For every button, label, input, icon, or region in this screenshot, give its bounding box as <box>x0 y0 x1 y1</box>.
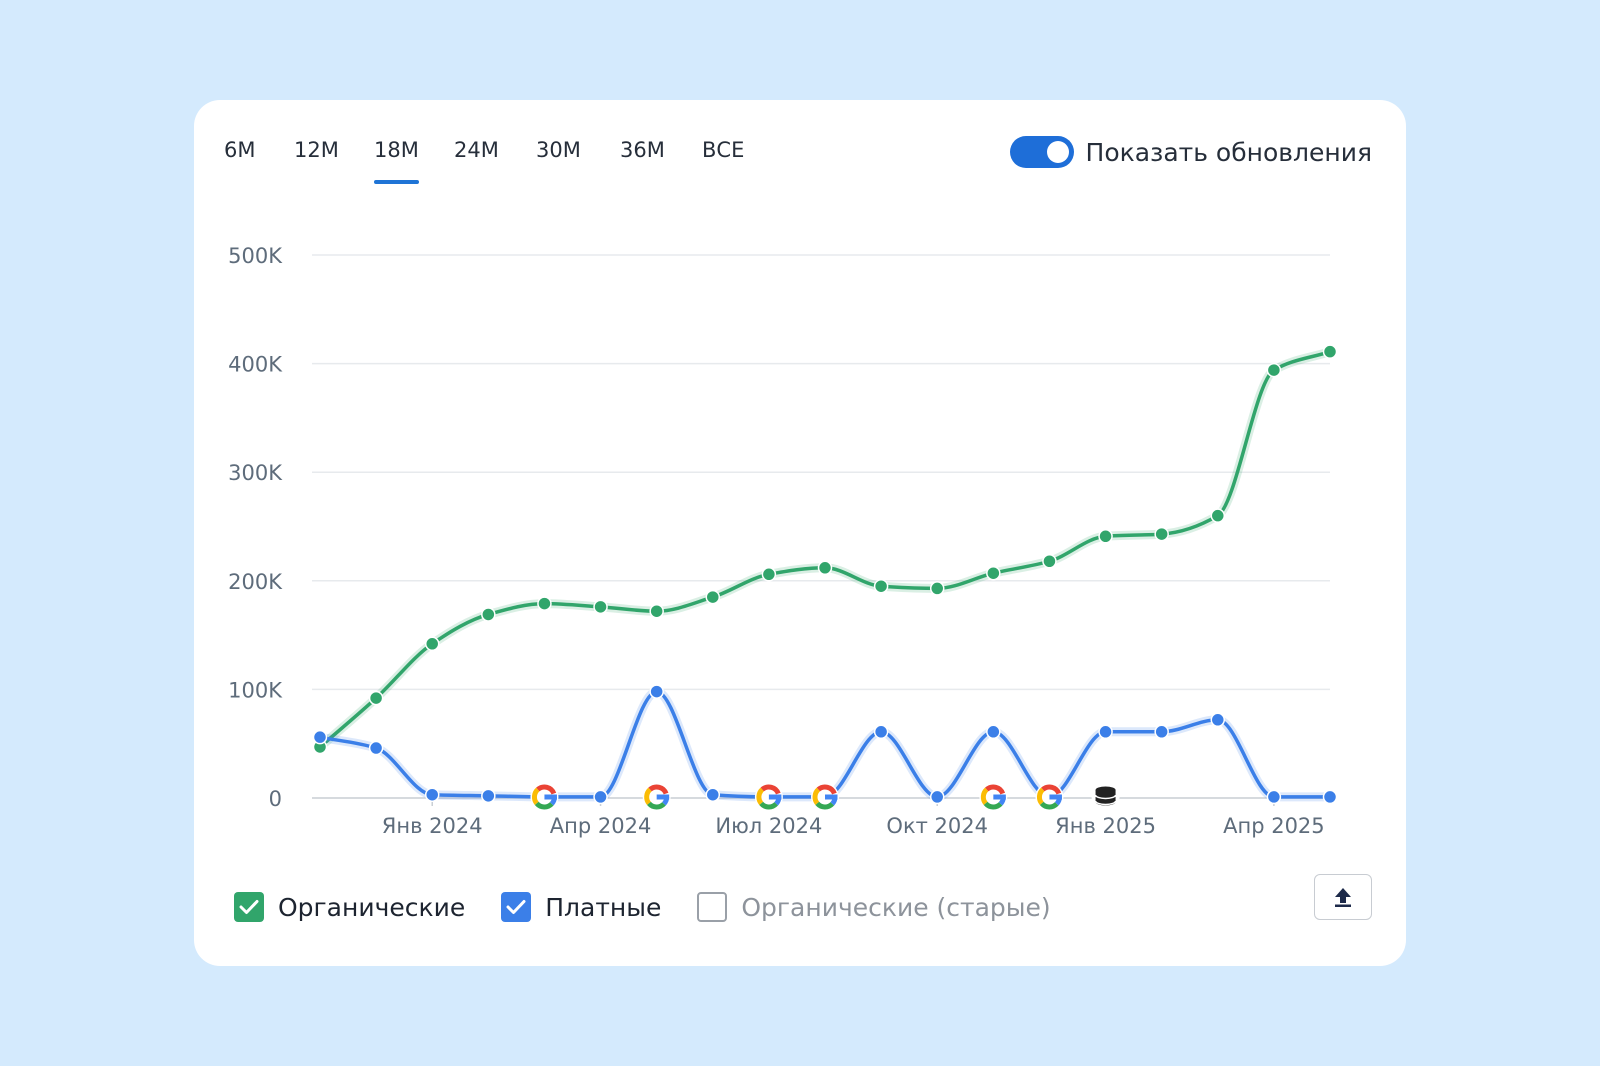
data-point-organic <box>817 560 833 576</box>
legend-label-paid: Платные <box>545 892 662 922</box>
data-point-paid <box>1266 789 1282 805</box>
data-point-organic <box>1266 362 1282 378</box>
check-icon <box>239 900 259 914</box>
data-point-paid <box>481 788 496 804</box>
tab-все[interactable]: ВСЕ <box>702 138 745 162</box>
data-point-organic <box>873 578 889 594</box>
data-point-paid <box>424 787 440 802</box>
y-tick-label: 0 <box>269 787 282 811</box>
data-point-organic <box>705 589 721 605</box>
data-point-organic <box>929 581 945 596</box>
tab-36m[interactable]: 36M <box>620 138 665 162</box>
traffic-line-chart: 0 100K 200K 300K 400K 500K Янв 2024 Апр 2024 Июл… <box>228 244 1338 838</box>
google-icon[interactable] <box>754 783 783 811</box>
checkbox-organic-old[interactable] <box>697 892 728 922</box>
data-point-paid <box>1154 724 1169 740</box>
x-tick-label: Апр 2024 <box>550 814 652 838</box>
y-tick-label: 100K <box>228 678 283 702</box>
show-updates-label: Показать обновления <box>1085 137 1372 167</box>
google-icon[interactable] <box>811 783 839 811</box>
x-tick-label: Июл 2024 <box>715 814 822 838</box>
legend-item-paid[interactable]: Платные <box>501 892 661 922</box>
data-point-organic <box>424 636 440 652</box>
tab-12m[interactable]: 12M <box>294 138 339 162</box>
y-tick-label: 300K <box>228 461 283 485</box>
legend-label-organic-old: Органические (старые) <box>741 892 1051 922</box>
database-icon[interactable] <box>1091 783 1120 811</box>
data-point-paid <box>1322 789 1338 805</box>
google-icon[interactable] <box>530 783 559 811</box>
data-point-paid <box>1210 712 1226 728</box>
data-point-organic <box>593 599 608 615</box>
data-point-organic <box>1322 344 1338 359</box>
data-point-organic <box>761 567 777 582</box>
y-tick-label: 200K <box>228 570 283 594</box>
google-icon[interactable] <box>1035 783 1064 811</box>
x-tick-label: Окт 2024 <box>886 814 988 838</box>
series-line-shadow-organic <box>315 347 1335 752</box>
checkbox-paid[interactable] <box>501 892 532 922</box>
legend-item-organic-old[interactable]: Органические (старые) <box>697 892 1051 922</box>
series-line-organic <box>318 349 1332 749</box>
data-point-organic <box>986 565 1001 581</box>
data-point-paid <box>312 729 328 745</box>
chart-legend: Органические Платные Органические (стары… <box>234 892 1087 922</box>
tab-24m[interactable]: 24M <box>454 138 499 162</box>
google-icon[interactable] <box>642 783 671 811</box>
data-point-paid <box>1098 724 1113 740</box>
data-point-paid <box>593 789 608 805</box>
data-point-organic <box>649 603 664 619</box>
data-point-paid <box>368 740 384 756</box>
check-icon <box>506 900 526 914</box>
toggle-knob <box>1046 141 1069 163</box>
data-point-organic <box>481 607 496 622</box>
data-point-paid <box>986 724 1001 740</box>
tab-6m[interactable]: 6M <box>224 138 256 162</box>
tab-30m[interactable]: 30M <box>536 138 581 162</box>
show-updates-toggle[interactable] <box>1009 136 1074 168</box>
traffic-chart-card: 6M 12M 18M 24M 30M 36M ВСЕ Показать обновления… <box>194 100 1406 966</box>
legend-label-organic: Органические <box>278 892 466 922</box>
data-point-paid <box>929 789 945 805</box>
data-point-organic <box>537 596 552 611</box>
series-line-shadow-paid <box>315 687 1335 802</box>
x-tick-label: Янв 2024 <box>382 814 483 838</box>
y-tick-label: 500K <box>228 244 283 268</box>
data-point-organic <box>1154 526 1169 542</box>
data-point-organic <box>1098 529 1113 544</box>
export-button[interactable] <box>1314 874 1372 920</box>
data-point-organic <box>1210 508 1226 523</box>
y-tick-label: 400K <box>228 353 283 377</box>
tab-18m[interactable]: 18M <box>374 138 419 184</box>
checkbox-organic[interactable] <box>234 892 264 922</box>
data-point-organic <box>368 690 384 706</box>
data-point-paid <box>649 684 664 699</box>
legend-item-organic[interactable]: Органические <box>234 892 465 922</box>
x-tick-label: Апр 2025 <box>1223 814 1325 838</box>
series-line-paid <box>318 689 1332 799</box>
google-icon[interactable] <box>979 783 1008 811</box>
data-point-paid <box>705 787 721 802</box>
x-tick-label: Янв 2025 <box>1055 814 1156 838</box>
upload-icon <box>1335 888 1351 907</box>
data-point-paid <box>873 724 889 740</box>
data-point-organic <box>1042 554 1057 569</box>
show-updates-control: Показать обновления <box>1009 134 1372 170</box>
